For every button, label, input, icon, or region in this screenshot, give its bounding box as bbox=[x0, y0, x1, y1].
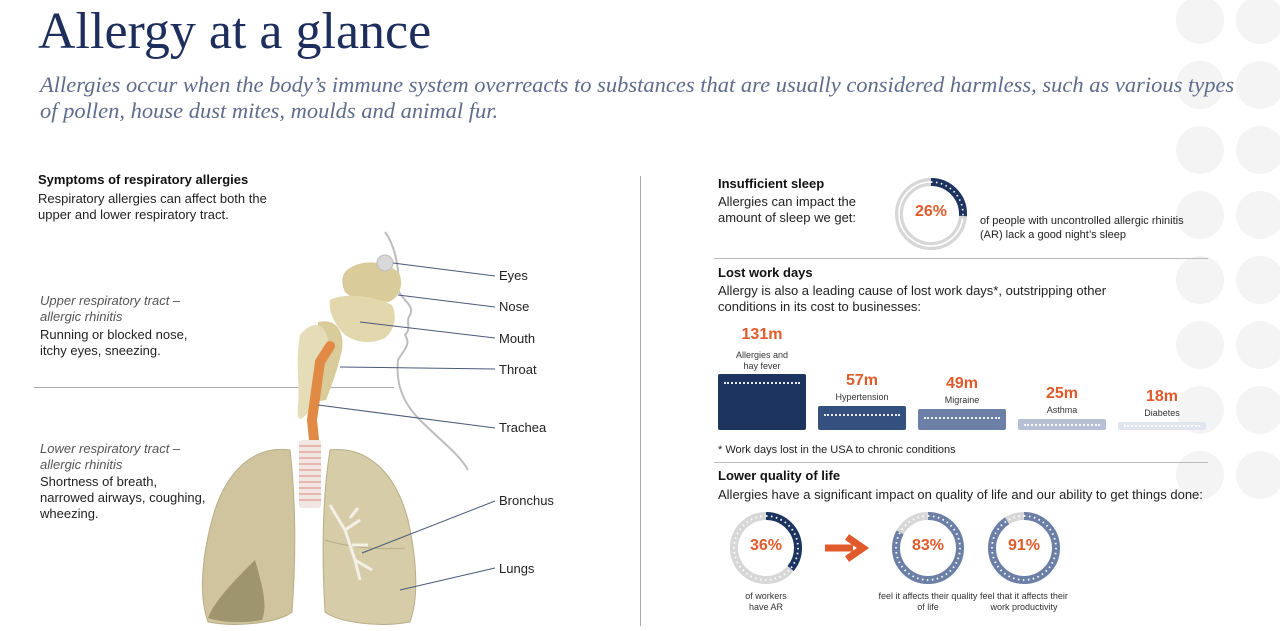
quality-arc-dots bbox=[733, 515, 799, 581]
bar-value: 49m bbox=[945, 375, 979, 392]
sleep-caption: of people with uncontrolled allergic rhi… bbox=[980, 215, 1184, 241]
label-trachea: Trachea bbox=[499, 420, 547, 435]
upper-tract-title: Upper respiratory tract – allergic rhini… bbox=[40, 293, 181, 324]
label-eyes: Eyes bbox=[499, 268, 528, 283]
lower-tract-desc: Shortness of breath, narrowed airways, c… bbox=[40, 474, 206, 521]
quality-percent: 36% bbox=[749, 537, 783, 554]
bar-3 bbox=[1018, 419, 1106, 430]
sleep-heading: Insufficient sleep bbox=[718, 176, 825, 191]
bar-dots bbox=[724, 382, 800, 384]
quality-arc-dots bbox=[991, 515, 1057, 581]
work-footnote: * Work days lost in the USA to chronic c… bbox=[718, 444, 956, 456]
label-nose: Nose bbox=[499, 299, 530, 314]
bar-dots bbox=[824, 414, 900, 416]
quality-caption: feel that it affects their work producti… bbox=[980, 591, 1068, 612]
page-subtitle: Allergies occur when the body’s immune s… bbox=[40, 72, 1235, 123]
quality-donut-0 bbox=[730, 512, 802, 584]
background-decoration bbox=[1176, 0, 1280, 499]
work-divider bbox=[714, 462, 1208, 463]
quality-donut-2 bbox=[988, 512, 1060, 584]
sleep-divider bbox=[714, 258, 1208, 259]
bar-label: Hypertension bbox=[835, 392, 889, 402]
respiratory-anatomy-illustration bbox=[201, 231, 496, 625]
label-bronchus: Bronchus bbox=[499, 493, 554, 508]
bar-label: Diabetes bbox=[1144, 408, 1180, 418]
label-lungs: Lungs bbox=[499, 561, 535, 576]
bar-dots bbox=[1024, 423, 1100, 426]
upper-tract-desc: Running or blocked nose, itchy eyes, sne… bbox=[40, 327, 188, 358]
quality-caption: feel it affects their quality of life bbox=[878, 591, 978, 612]
lower-tract-title: Lower respiratory tract – allergic rhini… bbox=[40, 441, 181, 472]
bar-value: 57m bbox=[845, 372, 879, 389]
bar-0 bbox=[718, 374, 806, 430]
sleep-desc: Allergies can impact the amount of sleep… bbox=[718, 194, 857, 225]
label-throat: Throat bbox=[499, 362, 537, 377]
quality-desc: Allergies have a significant impact on q… bbox=[718, 487, 1203, 502]
bar-2 bbox=[918, 409, 1006, 430]
work-heading: Lost work days bbox=[718, 265, 813, 280]
bar-dots bbox=[1124, 425, 1200, 427]
bar-label: Allergies and hay fever bbox=[735, 350, 789, 371]
arrow-right-icon bbox=[825, 534, 870, 562]
quality-heading: Lower quality of life bbox=[718, 468, 841, 483]
symptoms-intro: Respiratory allergies can affect both th… bbox=[38, 191, 267, 222]
quality-donut-1 bbox=[892, 512, 964, 584]
quality-percent: 91% bbox=[1007, 537, 1041, 554]
label-mouth: Mouth bbox=[499, 331, 536, 346]
sleep-percent: 26% bbox=[914, 203, 948, 220]
quality-caption: of workers have AR bbox=[745, 591, 787, 612]
work-desc: Allergy is also a leading cause of lost … bbox=[718, 283, 1107, 314]
bar-value: 18m bbox=[1145, 388, 1179, 405]
bar-value: 131m bbox=[741, 326, 783, 343]
bar-value: 25m bbox=[1045, 385, 1079, 402]
column-divider bbox=[640, 176, 641, 626]
quality-arc-dots bbox=[895, 515, 961, 581]
page-title: Allergy at a glance bbox=[38, 3, 432, 60]
symptoms-heading: Symptoms of respiratory allergies bbox=[38, 172, 249, 187]
bar-1 bbox=[818, 406, 906, 430]
bar-label: Asthma bbox=[1046, 405, 1078, 415]
bar-dots bbox=[924, 417, 1000, 419]
quality-percent: 83% bbox=[911, 537, 945, 554]
bar-4 bbox=[1118, 422, 1206, 430]
sleep-donut bbox=[895, 178, 967, 250]
bar-label: Migraine bbox=[944, 395, 980, 405]
left-divider bbox=[34, 387, 394, 388]
